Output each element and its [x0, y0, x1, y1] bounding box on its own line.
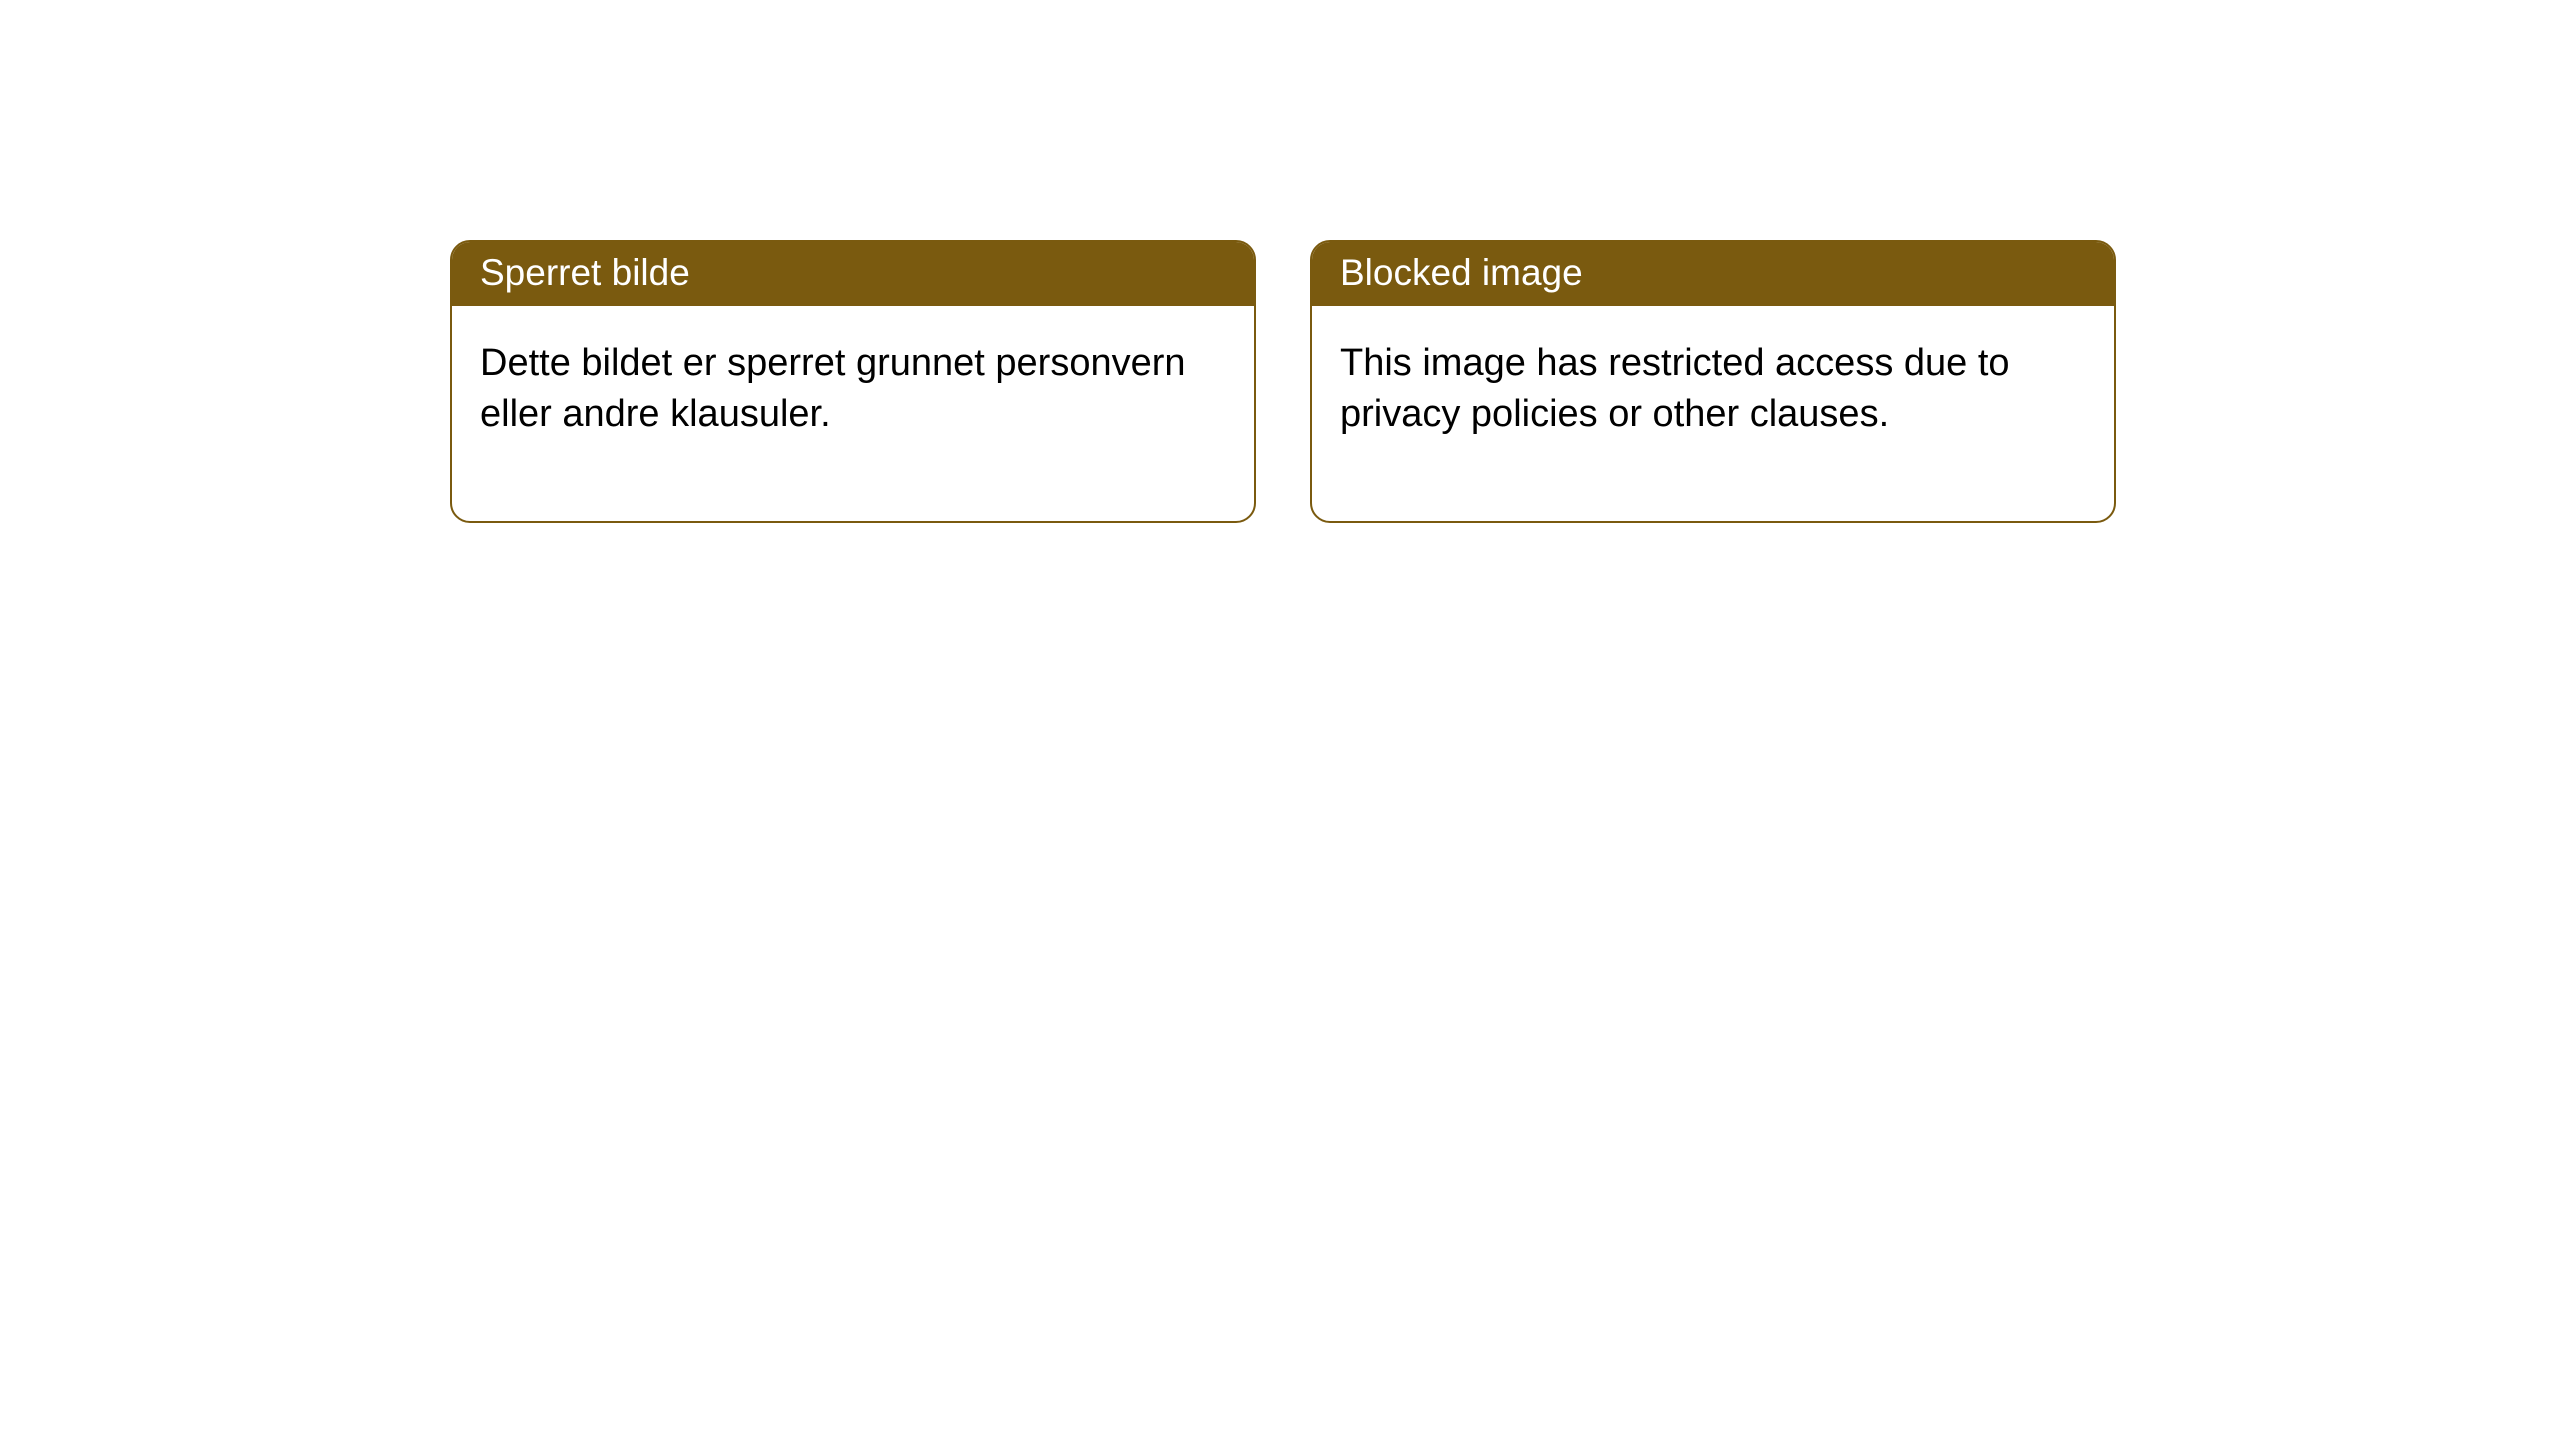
notice-card-english: Blocked image This image has restricted … — [1310, 240, 2116, 523]
notice-title-norwegian: Sperret bilde — [452, 242, 1254, 306]
notice-body-norwegian: Dette bildet er sperret grunnet personve… — [452, 306, 1254, 521]
notice-container: Sperret bilde Dette bildet er sperret gr… — [0, 0, 2560, 523]
notice-body-english: This image has restricted access due to … — [1312, 306, 2114, 521]
notice-card-norwegian: Sperret bilde Dette bildet er sperret gr… — [450, 240, 1256, 523]
notice-title-english: Blocked image — [1312, 242, 2114, 306]
